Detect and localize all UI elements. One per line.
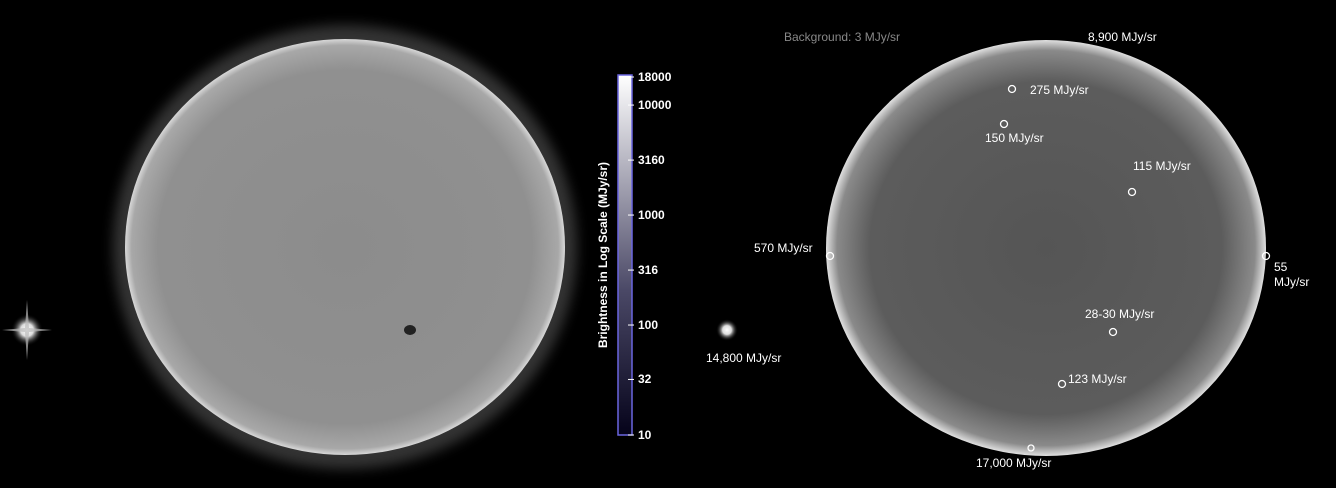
star — [2, 300, 738, 360]
annotation: 150 MJy/sr — [985, 131, 1044, 145]
annotation: 28-30 MJy/sr — [1085, 307, 1155, 321]
colorbar — [617, 74, 633, 436]
markers — [825, 84, 1271, 452]
annotation: 17,000 MJy/sr — [976, 456, 1052, 470]
annotation: 275 MJy/sr — [1030, 83, 1089, 97]
colorbar-tick-label: 32 — [638, 372, 652, 387]
colorbar-tick-label: 10 — [638, 428, 652, 442]
annotation: 570 MJy/sr — [754, 241, 813, 255]
annotation: 14,800 MJy/sr — [706, 351, 782, 365]
left-planet — [113, 25, 577, 469]
background-label: Background: 3 MJy/sr — [784, 30, 901, 44]
annotation: 55 MJy/sr — [1274, 260, 1310, 289]
annotation: 115 MJy/sr — [1133, 159, 1191, 173]
annotation: 8,900 MJy/sr — [1088, 30, 1157, 44]
colorbar-tick-label: 10000 — [638, 98, 672, 113]
colorbar-title: Brightness in Log Scale (MJy/sr) — [596, 161, 610, 349]
colorbar-tick-label: 100 — [638, 318, 659, 333]
right-planet — [826, 40, 1266, 456]
annotation: 123 MJy/sr — [1068, 372, 1127, 386]
colorbar-tick-label: 18000 — [638, 70, 672, 84]
colorbar-tick-label: 316 — [638, 263, 659, 278]
colorbar-tick-label: 3160 — [638, 153, 665, 168]
colorbar-tick-label: 1000 — [638, 208, 665, 223]
